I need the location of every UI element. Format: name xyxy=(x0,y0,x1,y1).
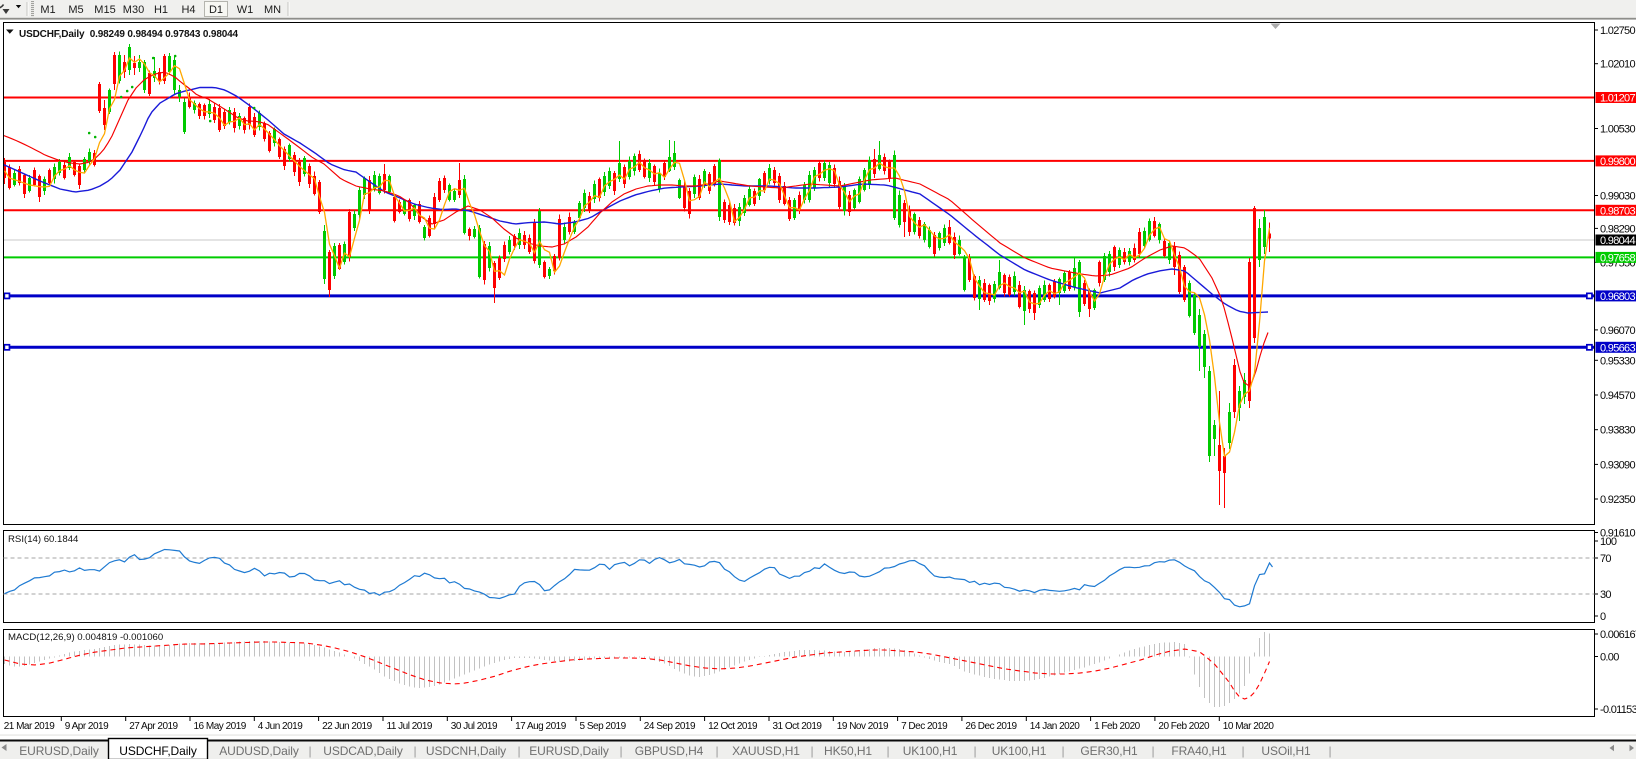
svg-text:|: | xyxy=(886,744,889,758)
svg-text:FRA40,H1: FRA40,H1 xyxy=(1171,744,1227,758)
svg-text:|: | xyxy=(1328,744,1331,758)
svg-text:EURUSD,Daily: EURUSD,Daily xyxy=(19,744,99,758)
svg-text:USDCHF,Daily: USDCHF,Daily xyxy=(119,744,197,758)
svg-text:HK50,H1: HK50,H1 xyxy=(824,744,872,758)
svg-text:0.006167: 0.006167 xyxy=(1600,629,1636,641)
svg-text:12 Oct 2019: 12 Oct 2019 xyxy=(708,721,758,732)
svg-text:5 Sep 2019: 5 Sep 2019 xyxy=(580,721,627,732)
svg-text:USDCHF,Daily 0.98249 0.98494: USDCHF,Daily 0.98249 0.98494 0.97843 0.9… xyxy=(19,29,239,40)
svg-text:|: | xyxy=(1151,744,1154,758)
svg-text:H4: H4 xyxy=(181,4,195,16)
svg-text:|: | xyxy=(1241,744,1244,758)
svg-text:0.98703: 0.98703 xyxy=(1600,205,1635,217)
svg-text:USOil,H1: USOil,H1 xyxy=(1261,744,1311,758)
svg-text:1.00530: 1.00530 xyxy=(1600,124,1635,136)
svg-text:USDCAD,Daily: USDCAD,Daily xyxy=(323,744,403,758)
svg-text:M1: M1 xyxy=(40,4,55,16)
svg-text:1.02010: 1.02010 xyxy=(1600,59,1635,71)
svg-text:0.98044: 0.98044 xyxy=(1600,235,1635,247)
svg-text:0.96803: 0.96803 xyxy=(1600,291,1635,303)
svg-text:XAUUSD,H1: XAUUSD,H1 xyxy=(732,744,800,758)
svg-text:30 Jul 2019: 30 Jul 2019 xyxy=(451,721,498,732)
svg-text:26 Dec 2019: 26 Dec 2019 xyxy=(965,721,1017,732)
svg-text:22 Jun 2019: 22 Jun 2019 xyxy=(322,721,372,732)
svg-text:M15: M15 xyxy=(94,4,115,16)
svg-text:0.93090: 0.93090 xyxy=(1600,459,1635,471)
svg-text:19 Nov 2019: 19 Nov 2019 xyxy=(837,721,889,732)
svg-text:H1: H1 xyxy=(154,4,168,16)
svg-text:0.00: 0.00 xyxy=(1600,652,1619,664)
svg-text:|: | xyxy=(619,744,622,758)
svg-text:0.93830: 0.93830 xyxy=(1600,425,1635,437)
svg-text:GER30,H1: GER30,H1 xyxy=(1080,744,1138,758)
svg-text:10 Mar 2020: 10 Mar 2020 xyxy=(1223,721,1275,732)
svg-text:|: | xyxy=(517,744,520,758)
svg-text:21 Mar 2019: 21 Mar 2019 xyxy=(4,721,56,732)
svg-text:|: | xyxy=(973,744,976,758)
svg-text:RSI(14) 60.1844: RSI(14) 60.1844 xyxy=(8,534,79,545)
svg-text:UK100,H1: UK100,H1 xyxy=(992,744,1047,758)
svg-text:9 Apr 2019: 9 Apr 2019 xyxy=(65,721,109,732)
svg-text:0.96070: 0.96070 xyxy=(1600,325,1635,337)
svg-text:AUDUSD,Daily: AUDUSD,Daily xyxy=(219,744,299,758)
svg-text:70: 70 xyxy=(1600,553,1611,565)
svg-text:-0.01153: -0.01153 xyxy=(1600,704,1636,716)
svg-text:100: 100 xyxy=(1600,536,1617,548)
svg-text:W1: W1 xyxy=(237,4,254,16)
svg-text:|: | xyxy=(308,744,311,758)
svg-text:UK100,H1: UK100,H1 xyxy=(903,744,958,758)
svg-text:20 Feb 2020: 20 Feb 2020 xyxy=(1158,721,1210,732)
svg-text:0.98290: 0.98290 xyxy=(1600,223,1635,235)
svg-text:D1: D1 xyxy=(209,4,223,16)
svg-text:7 Dec 2019: 7 Dec 2019 xyxy=(901,721,948,732)
svg-text:USDCNH,Daily: USDCNH,Daily xyxy=(426,744,506,758)
svg-text:0: 0 xyxy=(1600,611,1606,623)
svg-text:MACD(12,26,9) 0.004819 -0.0010: MACD(12,26,9) 0.004819 -0.001060 xyxy=(8,632,163,643)
svg-text:0.92350: 0.92350 xyxy=(1600,494,1635,506)
svg-text:1.01207: 1.01207 xyxy=(1600,93,1635,105)
svg-text:31 Oct 2019: 31 Oct 2019 xyxy=(773,721,823,732)
svg-text:M5: M5 xyxy=(68,4,83,16)
svg-text:16 May 2019: 16 May 2019 xyxy=(194,721,247,732)
svg-text:GBPUSD,H4: GBPUSD,H4 xyxy=(635,744,704,758)
svg-text:24 Sep 2019: 24 Sep 2019 xyxy=(644,721,696,732)
svg-text:|: | xyxy=(810,744,813,758)
svg-text:|: | xyxy=(413,744,416,758)
svg-text:1.02750: 1.02750 xyxy=(1600,25,1635,37)
svg-text:EURUSD,Daily: EURUSD,Daily xyxy=(529,744,609,758)
svg-text:4 Jun 2019: 4 Jun 2019 xyxy=(258,721,303,732)
svg-text:17 Aug 2019: 17 Aug 2019 xyxy=(515,721,567,732)
svg-text:|: | xyxy=(1061,744,1064,758)
svg-text:0.99030: 0.99030 xyxy=(1600,191,1635,203)
svg-text:MN: MN xyxy=(264,4,281,16)
svg-text:M30: M30 xyxy=(123,4,144,16)
svg-text:0.95663: 0.95663 xyxy=(1600,342,1635,354)
svg-text:14 Jan 2020: 14 Jan 2020 xyxy=(1030,721,1080,732)
svg-text:0.99800: 0.99800 xyxy=(1600,156,1635,168)
svg-text:27 Apr 2019: 27 Apr 2019 xyxy=(129,721,178,732)
svg-text:1 Feb 2020: 1 Feb 2020 xyxy=(1094,721,1141,732)
svg-text:11 Jul 2019: 11 Jul 2019 xyxy=(387,721,433,732)
svg-text:30: 30 xyxy=(1600,589,1611,601)
svg-text:|: | xyxy=(715,744,718,758)
svg-text:0.97658: 0.97658 xyxy=(1600,252,1635,264)
svg-text:0.95330: 0.95330 xyxy=(1600,355,1635,367)
svg-text:0.94570: 0.94570 xyxy=(1600,390,1635,402)
